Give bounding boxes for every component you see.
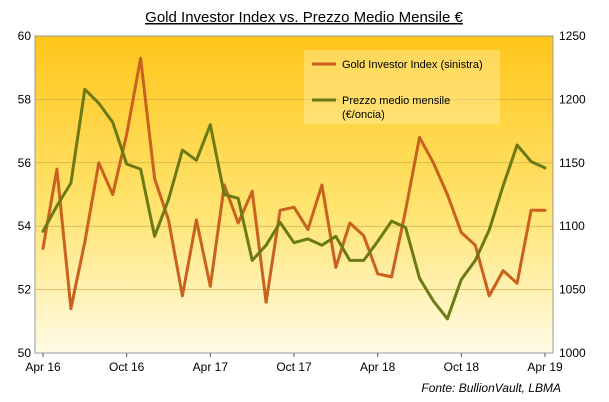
left-axis: 50 52 54 56 58 60 (18, 29, 32, 360)
left-tick-label: 58 (18, 92, 32, 106)
x-tick-label: Apr 17 (193, 360, 229, 374)
x-axis: Apr 16 Oct 16 Apr 17 Oct 17 Apr 18 Oct 18 Apr … (25, 353, 563, 374)
x-tick-label: Oct 16 (109, 360, 145, 374)
x-tick-label: Apr 18 (360, 360, 396, 374)
legend: Gold Investor Index (sinistra) Prezzo med… (304, 50, 500, 124)
right-tick-label: 1100 (559, 219, 585, 233)
x-tick-label: Oct 18 (444, 360, 480, 374)
x-tick-label: Apr 16 (25, 360, 61, 374)
right-axis: 1000 1050 1100 1150 1200 1250 (559, 29, 586, 360)
left-tick-label: 50 (18, 346, 32, 360)
right-tick-label: 1250 (559, 29, 586, 43)
source-label: Fonte: BullionVault, LBMA (421, 381, 561, 395)
right-tick-label: 1200 (559, 92, 586, 106)
left-tick-label: 56 (18, 156, 32, 170)
left-tick-label: 52 (18, 283, 32, 297)
legend-label: (€/oncia) (342, 109, 385, 121)
x-tick-label: Apr 19 (527, 360, 563, 374)
legend-label: Prezzo medio mensile (342, 95, 450, 107)
left-tick-label: 54 (18, 219, 32, 233)
x-tick-label: Oct 17 (276, 360, 312, 374)
right-tick-label: 1150 (559, 156, 585, 170)
left-tick-label: 60 (18, 29, 32, 43)
chart-title: Gold Investor Index vs. Prezzo Medio Men… (145, 9, 463, 26)
legend-label: Gold Investor Index (sinistra) (342, 59, 483, 71)
right-tick-label: 1000 (559, 346, 586, 360)
right-tick-label: 1050 (559, 283, 586, 297)
